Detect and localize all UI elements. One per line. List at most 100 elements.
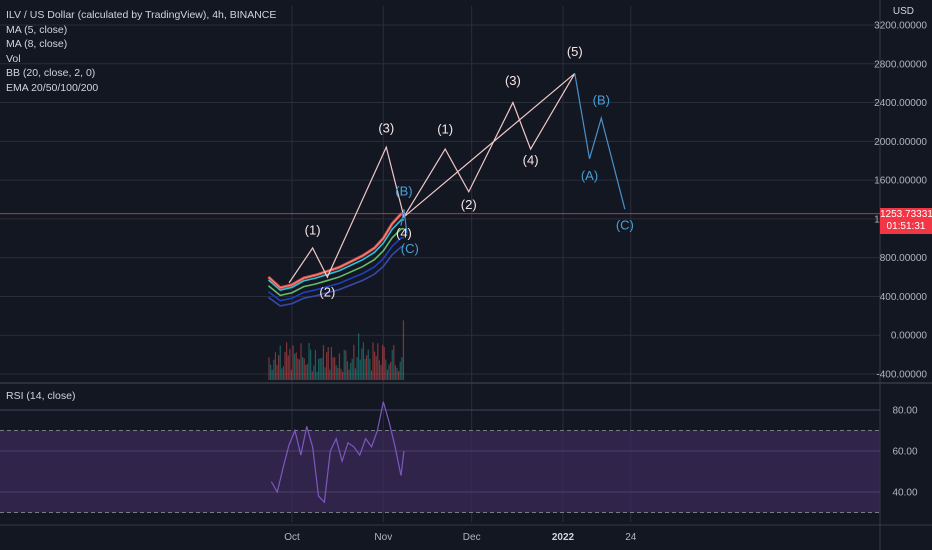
volume-bar	[268, 357, 270, 380]
wave-main-label-1: (2)	[319, 284, 335, 299]
volume-bar	[294, 353, 296, 380]
volume-bar	[303, 358, 305, 380]
volume-bar	[295, 352, 297, 380]
price-tick-label: 0.00000	[891, 331, 928, 342]
volume-bar	[311, 371, 313, 380]
chart-legend: ILV / US Dollar (calculated by TradingVi…	[6, 8, 276, 96]
time-tick-label: 2022	[552, 532, 575, 543]
wave-corrective-small-line	[400, 209, 408, 234]
indicator-ma8[interactable]: MA (8, close)	[6, 38, 68, 51]
time-tick-label: Oct	[284, 532, 300, 543]
volume-bar	[284, 351, 286, 380]
volume-bar	[394, 365, 397, 380]
ema-line	[267, 218, 405, 291]
volume-bar	[290, 369, 293, 380]
price-tick-label: 2000.00000	[874, 137, 927, 148]
wave-main-label-8: (5)	[567, 44, 583, 59]
volume-bar	[367, 349, 369, 380]
price-line	[268, 213, 405, 289]
symbol-title[interactable]: ILV / US Dollar (calculated by TradingVi…	[6, 9, 277, 21]
volume-bar	[305, 364, 307, 380]
volume-bar	[374, 351, 376, 380]
volume-bar	[386, 369, 389, 380]
volume-bar	[343, 349, 345, 380]
currency-label[interactable]: USD	[892, 6, 914, 17]
volume-bar	[330, 347, 333, 380]
volume-bar	[287, 355, 289, 380]
volume-bar	[274, 352, 277, 380]
wave-main-label-4: (1)	[437, 122, 453, 137]
volume-bar	[345, 350, 347, 380]
price-tick-label: 2800.00000	[874, 59, 927, 70]
volume-bar	[319, 358, 321, 380]
volume-bar	[273, 359, 275, 380]
volume-bar	[346, 361, 349, 380]
wave-main-label-2: (3)	[378, 121, 394, 136]
indicator-vol[interactable]: Vol	[6, 52, 21, 65]
volume-bar	[289, 348, 291, 380]
volume-bar	[378, 360, 381, 380]
indicator-bb[interactable]: BB (20, close, 2, 0)	[6, 67, 96, 80]
volume-bar	[342, 371, 344, 380]
volume-bar	[372, 342, 374, 380]
volume-bar	[306, 363, 309, 380]
wave-corrective-line	[574, 73, 626, 210]
volume-bar	[385, 359, 387, 380]
volume-bar	[324, 367, 326, 380]
wave-corrective-label-2: (C)	[616, 218, 634, 233]
indicator-ma5[interactable]: MA (5, close)	[6, 23, 68, 36]
volume-bar	[377, 343, 379, 380]
price-tick-label: -400.00000	[876, 370, 927, 381]
volume-bar	[348, 369, 350, 380]
last-price-countdown: 01:51:31	[886, 221, 926, 232]
rsi-tick-label: 80.00	[892, 406, 917, 417]
wave-main-label-3: (4)	[396, 225, 412, 240]
rsi-band	[0, 430, 880, 513]
wave-main-label-7: (4)	[523, 153, 539, 168]
time-tick-label: 24	[625, 532, 637, 543]
ema-line	[267, 245, 405, 307]
price-tick-label: 800.00000	[880, 253, 928, 264]
wave-corrective-label-1: (B)	[593, 92, 610, 107]
ema-line	[267, 227, 405, 297]
volume-bar	[359, 359, 361, 380]
volume-bar	[391, 349, 393, 380]
last-price-tag: 1253.73331 01:51:31	[880, 208, 932, 234]
volume-bar	[334, 357, 336, 380]
volume-bar	[369, 358, 371, 380]
price-tick-label: 1600.00000	[874, 176, 927, 187]
volume-bar	[279, 345, 281, 380]
volume-bar	[308, 342, 310, 380]
volume-bar	[358, 333, 360, 380]
volume-bar	[314, 349, 317, 380]
volume-bar	[382, 344, 384, 380]
volume-bar	[388, 364, 390, 380]
ema-line	[267, 236, 405, 302]
wave-corrective-small-label-1: (C)	[401, 241, 419, 256]
volume-bar	[353, 344, 355, 380]
volume-bar	[302, 357, 304, 380]
volume-bar	[332, 357, 334, 380]
volume-bar	[366, 355, 368, 380]
rsi-indicator-label[interactable]: RSI (14, close)	[6, 390, 76, 402]
volume-bar	[316, 371, 318, 380]
wave-main-label-6: (3)	[505, 73, 521, 88]
indicator-ema[interactable]: EMA 20/50/100/200	[6, 81, 99, 94]
wave-main-label-5: (2)	[461, 197, 477, 212]
time-tick-label: Nov	[374, 532, 392, 543]
volume-bar	[310, 349, 312, 380]
volume-bar	[399, 361, 401, 380]
volume-bar	[337, 367, 339, 380]
volume-bar	[278, 355, 280, 380]
rsi-line	[270, 401, 405, 504]
volume-bar	[282, 366, 285, 380]
volume-bar	[354, 368, 357, 380]
volume-bar	[350, 362, 352, 380]
volume-bar	[351, 358, 353, 380]
volume-bar	[270, 364, 272, 380]
volume-bar	[271, 369, 273, 380]
wave-main-label-0: (1)	[305, 222, 321, 237]
price-tick-label: 2400.00000	[874, 98, 927, 109]
last-price-value: 1253.73331	[880, 209, 932, 220]
